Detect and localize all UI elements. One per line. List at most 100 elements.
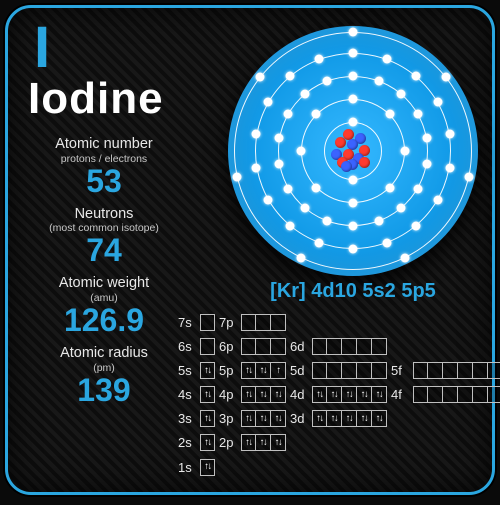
- orbital-box: ↑↓: [256, 410, 271, 427]
- orbital-box: ↑↓: [357, 410, 372, 427]
- orbital-box: [473, 386, 488, 403]
- orbital-box: [327, 338, 342, 355]
- orbital-boxes: ↑↓↑↓↑↓: [241, 386, 286, 403]
- orbital-box: ↑↓: [241, 362, 256, 379]
- orbital-label: 6d: [290, 340, 308, 353]
- orbital-box: [443, 386, 458, 403]
- orbital-row: 7s7p: [178, 312, 500, 332]
- orbital-box: ↑↓: [342, 410, 357, 427]
- orbital-box: [357, 338, 372, 355]
- orbital-box: ↑↓: [241, 434, 256, 451]
- stat-label: Atomic numberprotons / electrons: [20, 136, 188, 165]
- orbital-box: ↑↓: [241, 386, 256, 403]
- electron: [400, 254, 409, 263]
- orbital-boxes: ↑↓↑↓↑↓↑↓↑↓: [312, 386, 387, 403]
- electron-config: [Kr] 4d10 5s2 5p5: [228, 280, 478, 303]
- orbital-box: [428, 362, 443, 379]
- orbital-label: 4d: [290, 388, 308, 401]
- orbital-boxes: [413, 386, 500, 403]
- orbital-box: ↑↓: [200, 459, 215, 476]
- orbital-box: [473, 362, 488, 379]
- orbital-boxes: [312, 338, 387, 355]
- orbital-label: 5p: [219, 364, 237, 377]
- orbital-label: 5d: [290, 364, 308, 377]
- orbital-box: [413, 386, 428, 403]
- orbital-row: 1s↑↓: [178, 457, 500, 477]
- orbital-box: [200, 314, 215, 331]
- orbital-box: ↑↓: [357, 386, 372, 403]
- orbital-box: ↑↓: [342, 386, 357, 403]
- orbital-diagram: 7s7p6s6p6d5s↑↓5p↑↓↑↓↑5d5f4s↑↓4p↑↓↑↓↑↓4d↑…: [178, 312, 500, 481]
- stat-label: Atomic weight(amu): [20, 275, 188, 304]
- orbital-boxes: [413, 362, 500, 379]
- orbital-box: [357, 362, 372, 379]
- orbital-box: ↑↓: [327, 386, 342, 403]
- orbital-row: 2s ↑↓ 2p ↑↓↑↓↑↓: [178, 433, 500, 453]
- orbital-box: ↑↓: [271, 386, 286, 403]
- nucleon: [335, 137, 346, 148]
- stat-label: Neutrons(most common isotope): [20, 206, 188, 235]
- orbital-box: ↑↓: [256, 362, 271, 379]
- orbital-boxes: ↑↓↑↓↑↓↑↓↑↓: [312, 410, 387, 427]
- orbital-label: 4f: [391, 388, 409, 401]
- orbital-boxes: ↑↓: [200, 386, 215, 403]
- orbital-boxes: [312, 362, 387, 379]
- orbital-label: 2s: [178, 436, 196, 449]
- orbital-boxes: ↑↓: [200, 459, 215, 476]
- orbital-label: 6p: [219, 340, 237, 353]
- orbital-box: ↑↓: [241, 410, 256, 427]
- stat-value: 74: [20, 232, 188, 269]
- stat-value: 126.9: [20, 302, 188, 339]
- orbital-box: [372, 338, 387, 355]
- stat-block: Atomic numberprotons / electrons53: [20, 136, 188, 200]
- orbital-box: ↑↓: [200, 386, 215, 403]
- electron: [297, 254, 306, 263]
- orbital-boxes: [241, 338, 286, 355]
- stat-value: 139: [20, 372, 188, 409]
- orbital-box: ↑↓: [312, 410, 327, 427]
- orbital-box: ↑↓: [271, 410, 286, 427]
- stat-value: 53: [20, 163, 188, 200]
- orbital-box: ↑↓: [256, 434, 271, 451]
- orbital-label: 2p: [219, 436, 237, 449]
- orbital-label: 7p: [219, 316, 237, 329]
- orbital-box: ↑↓: [372, 386, 387, 403]
- orbital-box: [200, 338, 215, 355]
- orbital-box: [271, 338, 286, 355]
- orbital-box: [271, 314, 286, 331]
- orbital-label: 3p: [219, 412, 237, 425]
- orbital-box: ↑↓: [200, 410, 215, 427]
- orbital-box: ↑: [271, 362, 286, 379]
- orbital-box: [458, 386, 473, 403]
- electron: [232, 173, 241, 182]
- nucleon: [359, 157, 370, 168]
- orbital-label: 4p: [219, 388, 237, 401]
- orbital-row: 6s6p6d: [178, 336, 500, 356]
- orbital-box: [312, 338, 327, 355]
- orbital-label: 3s: [178, 412, 196, 425]
- orbital-label: 3d: [290, 412, 308, 425]
- orbital-label: 5f: [391, 364, 409, 377]
- stat-block: Atomic weight(amu)126.9: [20, 275, 188, 339]
- orbital-boxes: ↑↓↑↓↑↓: [241, 410, 286, 427]
- orbital-box: ↑↓: [372, 410, 387, 427]
- orbital-box: [342, 362, 357, 379]
- orbital-row: 5s↑↓5p↑↓↑↓↑5d5f: [178, 360, 500, 380]
- stat-block: Atomic radius(pm)139: [20, 345, 188, 409]
- electron: [255, 72, 264, 81]
- orbital-label: 4s: [178, 388, 196, 401]
- orbital-box: [458, 362, 473, 379]
- orbital-box: [413, 362, 428, 379]
- orbital-row: 3s↑↓3p↑↓↑↓↑↓3d↑↓↑↓↑↓↑↓↑↓: [178, 409, 500, 429]
- atom-diagram: [228, 26, 478, 276]
- orbital-box: ↑↓: [256, 386, 271, 403]
- electron: [465, 173, 474, 182]
- stat-label: Atomic radius(pm): [20, 345, 188, 374]
- stat-block: Neutrons(most common isotope)74: [20, 206, 188, 270]
- orbital-boxes: ↑↓: [200, 434, 215, 451]
- orbital-boxes: ↑↓: [200, 362, 215, 379]
- orbital-boxes: [200, 314, 215, 331]
- orbital-box: [241, 314, 256, 331]
- orbital-boxes: ↑↓↑↓↑↓: [241, 434, 286, 451]
- orbital-box: [327, 362, 342, 379]
